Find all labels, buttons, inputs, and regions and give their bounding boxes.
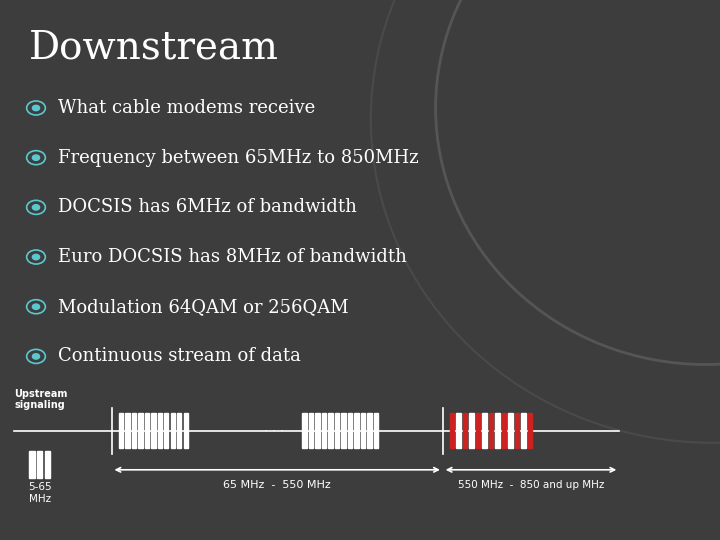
Bar <box>29 451 35 478</box>
Circle shape <box>32 304 40 309</box>
Bar <box>482 413 487 448</box>
Bar <box>456 413 461 448</box>
Bar <box>508 413 513 448</box>
Bar <box>348 413 352 448</box>
Bar <box>158 413 162 448</box>
Bar <box>476 413 480 448</box>
Bar <box>463 413 467 448</box>
Bar <box>125 413 130 448</box>
Bar <box>132 413 136 448</box>
Bar <box>515 413 519 448</box>
Bar <box>354 413 359 448</box>
Bar <box>138 413 143 448</box>
Circle shape <box>32 105 40 111</box>
Bar <box>37 451 42 478</box>
Bar <box>521 413 526 448</box>
Text: Downstream: Downstream <box>29 30 279 67</box>
Bar <box>528 413 532 448</box>
Bar <box>151 413 156 448</box>
Bar <box>309 413 313 448</box>
Text: Frequency between 65MHz to 850MHz: Frequency between 65MHz to 850MHz <box>58 148 418 167</box>
Circle shape <box>32 254 40 260</box>
Text: What cable modems receive: What cable modems receive <box>58 99 315 117</box>
Circle shape <box>32 205 40 210</box>
Text: 550 MHz  -  850 and up MHz: 550 MHz - 850 and up MHz <box>458 480 604 490</box>
Bar <box>302 413 307 448</box>
Bar <box>367 413 372 448</box>
Bar <box>374 413 378 448</box>
Text: . . .: . . . <box>264 421 284 435</box>
Bar <box>119 413 123 448</box>
Text: Upstream
signaling: Upstream signaling <box>14 389 68 410</box>
Bar <box>171 413 175 448</box>
Bar <box>335 413 339 448</box>
Text: 65 MHz  -  550 MHz: 65 MHz - 550 MHz <box>223 480 331 490</box>
Bar <box>45 451 50 478</box>
Circle shape <box>32 155 40 160</box>
Bar <box>328 413 333 448</box>
Text: Continuous stream of data: Continuous stream of data <box>58 347 300 366</box>
Bar <box>177 413 181 448</box>
Bar <box>322 413 326 448</box>
Bar <box>315 413 320 448</box>
Text: DOCSIS has 6MHz of bandwidth: DOCSIS has 6MHz of bandwidth <box>58 198 356 217</box>
Bar <box>469 413 474 448</box>
Bar <box>361 413 365 448</box>
Bar <box>502 413 506 448</box>
Bar <box>495 413 500 448</box>
Bar <box>341 413 346 448</box>
Bar <box>164 413 168 448</box>
Circle shape <box>32 354 40 359</box>
Text: Modulation 64QAM or 256QAM: Modulation 64QAM or 256QAM <box>58 298 348 316</box>
Bar <box>450 413 454 448</box>
Bar <box>184 413 188 448</box>
Text: 5-65
MHz: 5-65 MHz <box>28 482 51 504</box>
Bar <box>489 413 493 448</box>
Bar <box>145 413 149 448</box>
Text: Euro DOCSIS has 8MHz of bandwidth: Euro DOCSIS has 8MHz of bandwidth <box>58 248 407 266</box>
